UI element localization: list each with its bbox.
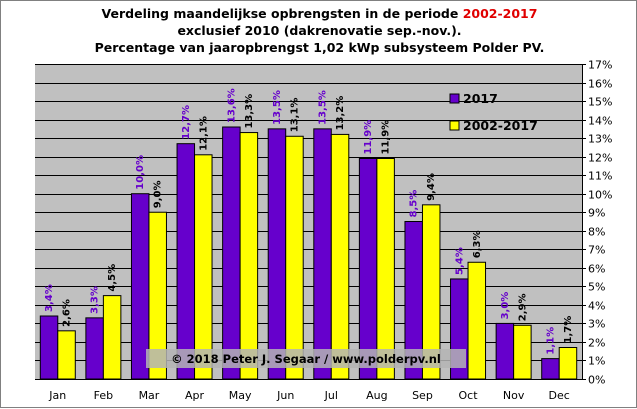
y-tick-label: 2% <box>588 337 605 350</box>
x-category-label: Nov <box>503 389 525 402</box>
y-tick-label: 4% <box>588 300 605 313</box>
data-label-2002-2017: 13,1% <box>289 98 300 133</box>
watermark-background <box>146 349 466 368</box>
bar-may-2017 <box>222 126 241 380</box>
y-tick-label: 5% <box>588 281 605 294</box>
x-category-label: Apr <box>185 389 205 402</box>
data-label-2017: 1,1% <box>545 327 556 355</box>
bar-feb-2017 <box>85 317 104 380</box>
y-tick-label: 12% <box>588 152 612 165</box>
bar-jan-2002-2017 <box>57 330 76 380</box>
title-period-highlight: 2002-2017 <box>462 6 538 21</box>
data-label-2002-2017: 9,0% <box>153 181 164 209</box>
data-label-2002-2017: 6,3% <box>472 231 483 259</box>
y-tick-label: 3% <box>588 318 605 331</box>
x-category-label: Dec <box>549 389 570 402</box>
data-label-2002-2017: 9,4% <box>426 173 437 201</box>
x-category-label: Mar <box>139 389 160 402</box>
data-label-2017: 13,5% <box>318 90 329 125</box>
chart-title-line-2: exclusief 2010 (dakrenovatie sep.-nov.). <box>177 23 462 38</box>
legend-label-2002-2017: 2002-2017 <box>463 118 538 133</box>
y-tick-label: 14% <box>588 115 612 128</box>
legend-swatch-2002-2017 <box>449 120 460 131</box>
data-label-2017: 13,5% <box>272 90 283 125</box>
bar-nov-2017 <box>495 322 515 380</box>
data-label-2002-2017: 13,3% <box>244 94 255 129</box>
bar-jul-2017 <box>313 128 332 380</box>
data-label-2017: 3,0% <box>500 292 511 320</box>
bar-nov-2002-2017 <box>513 324 532 380</box>
x-category-label: Sep <box>412 389 433 402</box>
y-tick-label: 1% <box>588 355 605 368</box>
x-category-label: Oct <box>459 389 479 402</box>
data-label-2002-2017: 12,1% <box>198 116 209 151</box>
bar-jan-2017 <box>39 315 59 380</box>
data-label-2017: 5,4% <box>454 247 465 275</box>
bar-dec-2017 <box>541 358 560 380</box>
data-label-2002-2017: 11,9% <box>381 120 392 155</box>
data-label-2002-2017: 13,2% <box>335 96 346 131</box>
plot-area <box>35 64 582 379</box>
y-tick-label: 0% <box>588 374 605 387</box>
data-label-2017: 12,7% <box>181 105 192 140</box>
data-label-2017: 10,0% <box>135 155 146 190</box>
x-category-label: May <box>229 389 252 402</box>
y-tick-label: 6% <box>588 263 605 276</box>
chart-title-line-3: Percentage van jaaropbrengst 1,02 kWp su… <box>94 40 545 55</box>
data-label-2017: 3,3% <box>90 286 101 314</box>
y-tick-label: 15% <box>588 96 612 109</box>
bar-apr-2017 <box>176 143 196 380</box>
data-label-2017: 13,6% <box>226 88 237 123</box>
data-label-2002-2017: 2,9% <box>517 294 528 322</box>
bar-aug-2017 <box>358 158 378 380</box>
x-category-label: Aug <box>366 389 387 402</box>
title-line-1-text: Verdeling maandelijkse opbrengsten in de… <box>101 6 463 21</box>
watermark-text: © 2018 Peter J. Segaar / www.polderpv.nl <box>171 352 441 366</box>
x-category-label: Jul <box>324 389 338 402</box>
y-tick-label: 13% <box>588 133 612 146</box>
legend-label-2017: 2017 <box>463 91 498 106</box>
y-tick-label: 7% <box>588 244 605 257</box>
y-tick-label: 17% <box>588 59 612 72</box>
bar-jun-2017 <box>267 128 287 380</box>
x-category-label: Feb <box>94 389 113 402</box>
x-category-label: Jan <box>48 389 66 402</box>
bar-jun-2002-2017 <box>285 135 304 380</box>
data-label-2002-2017: 1,7% <box>563 316 574 344</box>
legend-swatch-2017 <box>449 93 460 104</box>
bar-oct-2002-2017 <box>467 261 487 380</box>
bar-jul-2002-2017 <box>330 133 350 380</box>
y-tick-label: 9% <box>588 207 605 220</box>
data-label-2017: 3,4% <box>44 284 55 312</box>
data-label-2017: 8,5% <box>409 190 420 218</box>
chart-title-line-1: Verdeling maandelijkse opbrengsten in de… <box>1 6 637 21</box>
data-label-2002-2017: 4,5% <box>107 264 118 292</box>
data-label-2002-2017: 2,6% <box>62 299 73 327</box>
bar-feb-2002-2017 <box>102 295 122 380</box>
data-label-2017: 11,9% <box>363 120 374 155</box>
y-tick-label: 16% <box>588 78 612 91</box>
x-category-label: Jun <box>276 389 294 402</box>
y-tick-label: 8% <box>588 226 605 239</box>
bar-apr-2002-2017 <box>194 154 213 380</box>
bar-dec-2002-2017 <box>558 347 578 380</box>
bar-aug-2002-2017 <box>376 158 395 380</box>
bar-may-2002-2017 <box>239 132 259 380</box>
y-tick-label: 11% <box>588 170 612 183</box>
y-tick-label: 10% <box>588 189 612 202</box>
